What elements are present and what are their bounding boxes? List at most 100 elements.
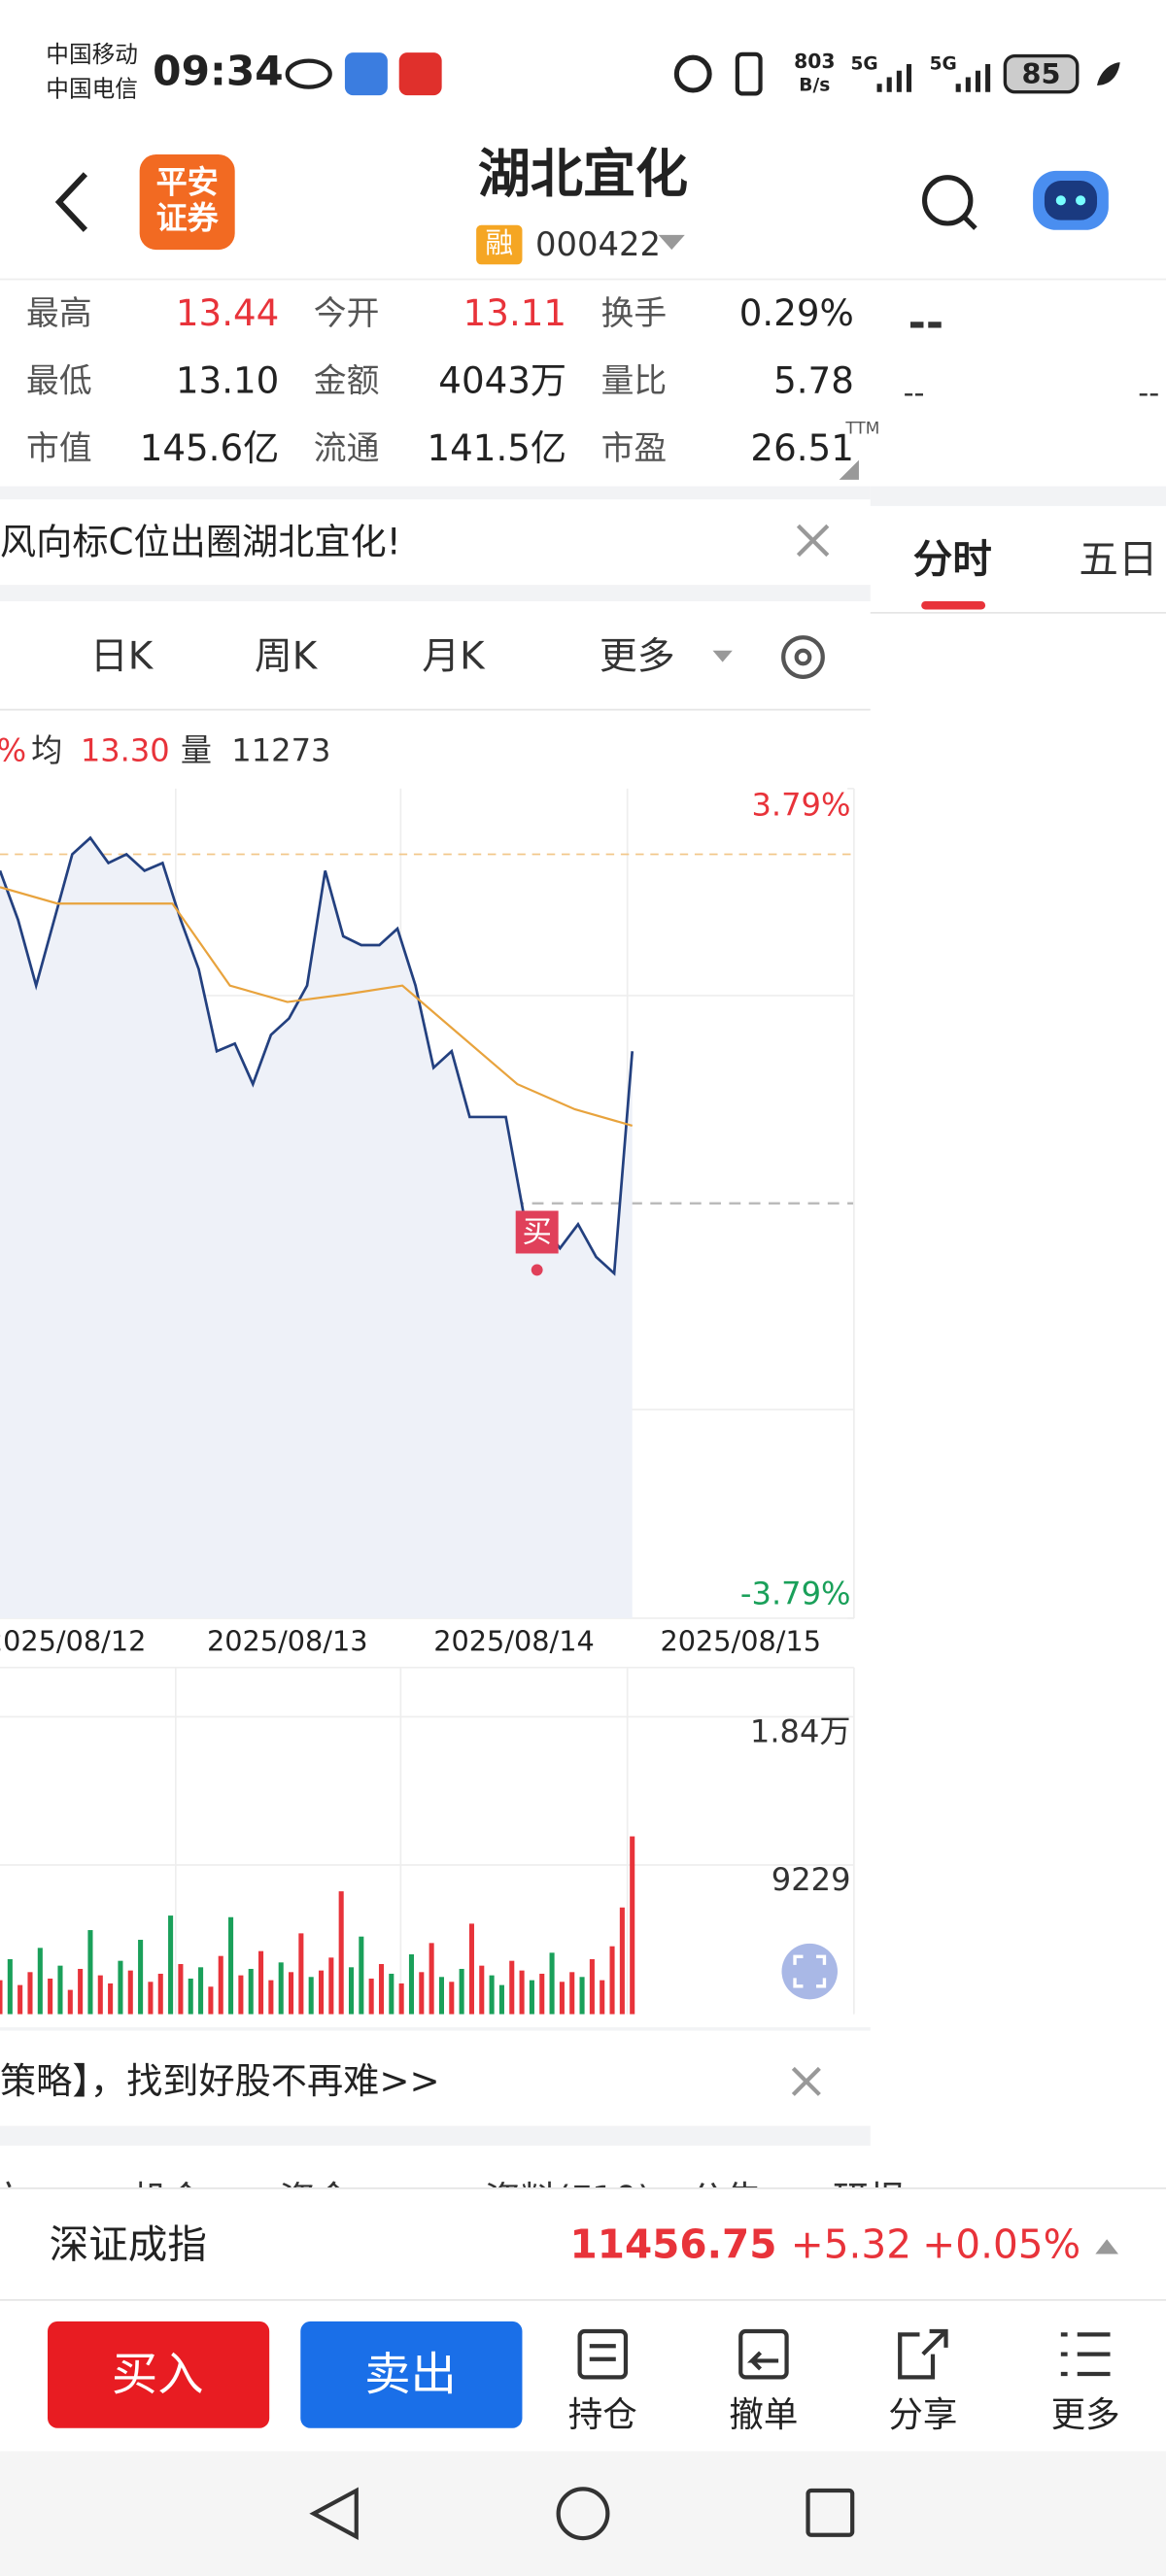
leaf-icon <box>1097 62 1120 85</box>
close-button[interactable] <box>796 524 830 558</box>
volume-bar <box>238 1975 244 2015</box>
volume-bar <box>17 1984 23 2015</box>
volume-bar <box>148 1982 154 2015</box>
volume-bar <box>489 1975 495 2015</box>
volume-bar <box>78 1968 84 2015</box>
position-icon[interactable] <box>577 2328 629 2380</box>
eye-icon <box>285 58 332 89</box>
volume-bar <box>519 1970 525 2015</box>
assistant-face <box>1044 181 1098 220</box>
volume-bar <box>138 1940 144 2015</box>
carrier: 中国移动 <box>46 41 138 68</box>
volume-bar <box>419 1972 425 2015</box>
separator <box>870 486 1166 506</box>
more-icon[interactable] <box>1060 2332 1111 2377</box>
banner-text[interactable]: 策略】，找到好股不再难>> <box>0 2059 440 2102</box>
volume-bar <box>27 1972 33 2015</box>
fullscreen-button[interactable] <box>781 1943 838 2000</box>
toolbar-label: 持仓 <box>568 2395 637 2435</box>
y-tick-label: 9229 <box>772 1861 851 1898</box>
quote-label: 换手 <box>601 294 668 332</box>
volume-bar <box>459 1968 464 2015</box>
settings-button[interactable] <box>781 635 825 679</box>
corner-mark <box>839 459 859 480</box>
info-avg: 13.30 <box>81 732 170 769</box>
sell-label: 卖出 <box>364 2348 457 2401</box>
stock-name: 湖北宜化 <box>478 143 688 204</box>
period-tab[interactable]: 周K <box>255 635 319 679</box>
volume-bar <box>188 1978 193 2015</box>
x-tick-label: 2025/08/12 <box>0 1624 146 1657</box>
info-pct: % <box>0 732 26 769</box>
badge <box>476 224 523 265</box>
index-name: 深证成指 <box>50 2221 207 2268</box>
period-tab[interactable]: 月K <box>422 635 486 679</box>
volume-bar <box>118 1960 123 2015</box>
side-value: -- <box>904 376 925 410</box>
side-value: -- <box>1138 376 1159 410</box>
alarm-icon <box>673 54 712 93</box>
volume-bar <box>429 1943 434 2015</box>
quote-value: 13.11 <box>463 291 566 334</box>
volume-bar <box>127 1970 133 2015</box>
index-pct: +0.05% <box>922 2221 1080 2268</box>
trade-marker-text: 买 <box>522 1216 551 1250</box>
sell-button[interactable] <box>300 2321 523 2428</box>
volume-bar <box>48 1978 53 2015</box>
volume-bar <box>468 1923 474 2015</box>
separator <box>0 585 871 602</box>
volume-bar <box>449 1982 455 2015</box>
badge-text: 融 <box>485 226 513 259</box>
clock: 09:34 <box>153 48 283 95</box>
eye <box>1076 195 1086 206</box>
side-tab[interactable]: 五日 <box>1079 535 1157 582</box>
icon-arrow <box>746 2351 779 2371</box>
nav-back[interactable] <box>309 2487 359 2540</box>
y-tick-label: 1.84万 <box>750 1712 851 1749</box>
volume-bar <box>288 1972 294 2015</box>
quote-value: 0.29% <box>739 291 854 334</box>
trade-marker[interactable] <box>515 1210 559 1254</box>
quote-value: 26.51 <box>750 426 853 469</box>
volume-bar <box>318 1970 325 2015</box>
banner-text[interactable]: 风向标C位出圈湖北宜化! <box>0 520 401 562</box>
toolbar-label: 分享 <box>888 2395 957 2435</box>
toolbar-label: 更多 <box>1051 2395 1120 2435</box>
volume-bar <box>498 1984 504 2015</box>
separator <box>0 2027 871 2031</box>
nav-bar <box>0 2451 1166 2576</box>
close-button[interactable] <box>791 2066 821 2096</box>
quote-value: 5.78 <box>773 359 854 402</box>
volume-bar <box>168 1915 174 2015</box>
charts: 3.79% -3.79% 2025/08/12 2025/08/13 2025/08/1… <box>0 786 855 2015</box>
volume-bar <box>609 1946 615 2015</box>
side-tab[interactable]: 分时 <box>913 535 992 582</box>
volume-bar <box>559 1982 565 2015</box>
icon-lines <box>589 2344 616 2361</box>
y-tick-label: 3.79% <box>752 786 851 823</box>
search-button[interactable] <box>922 175 974 226</box>
volume-bar <box>328 1957 334 2015</box>
net-speed: 803 <box>794 50 835 73</box>
dropdown-arrow[interactable] <box>658 234 685 251</box>
nav-recent[interactable] <box>806 2488 855 2537</box>
cancel-icon[interactable] <box>738 2328 789 2380</box>
nav-home[interactable] <box>556 2487 610 2541</box>
quote-label: 今开 <box>314 294 380 332</box>
volume-bar <box>549 1952 555 2015</box>
x-tick-label: 2025/08/15 <box>660 1624 821 1657</box>
share-icon[interactable] <box>898 2328 948 2380</box>
carrier: 中国电信 <box>46 76 138 103</box>
volume-bar <box>438 1977 444 2015</box>
back-button[interactable] <box>54 172 88 232</box>
x-tick-label: 2025/08/14 <box>433 1624 595 1657</box>
index-bar[interactable] <box>0 2187 1166 2300</box>
logo[interactable] <box>139 153 235 251</box>
buy-button[interactable] <box>48 2321 270 2428</box>
logo-text: 证券 <box>156 200 220 237</box>
quote-value: 13.10 <box>176 359 279 402</box>
info-label: 量 <box>181 732 212 769</box>
period-tab[interactable]: 更多 <box>600 635 675 679</box>
period-tab[interactable]: 日K <box>90 635 154 679</box>
